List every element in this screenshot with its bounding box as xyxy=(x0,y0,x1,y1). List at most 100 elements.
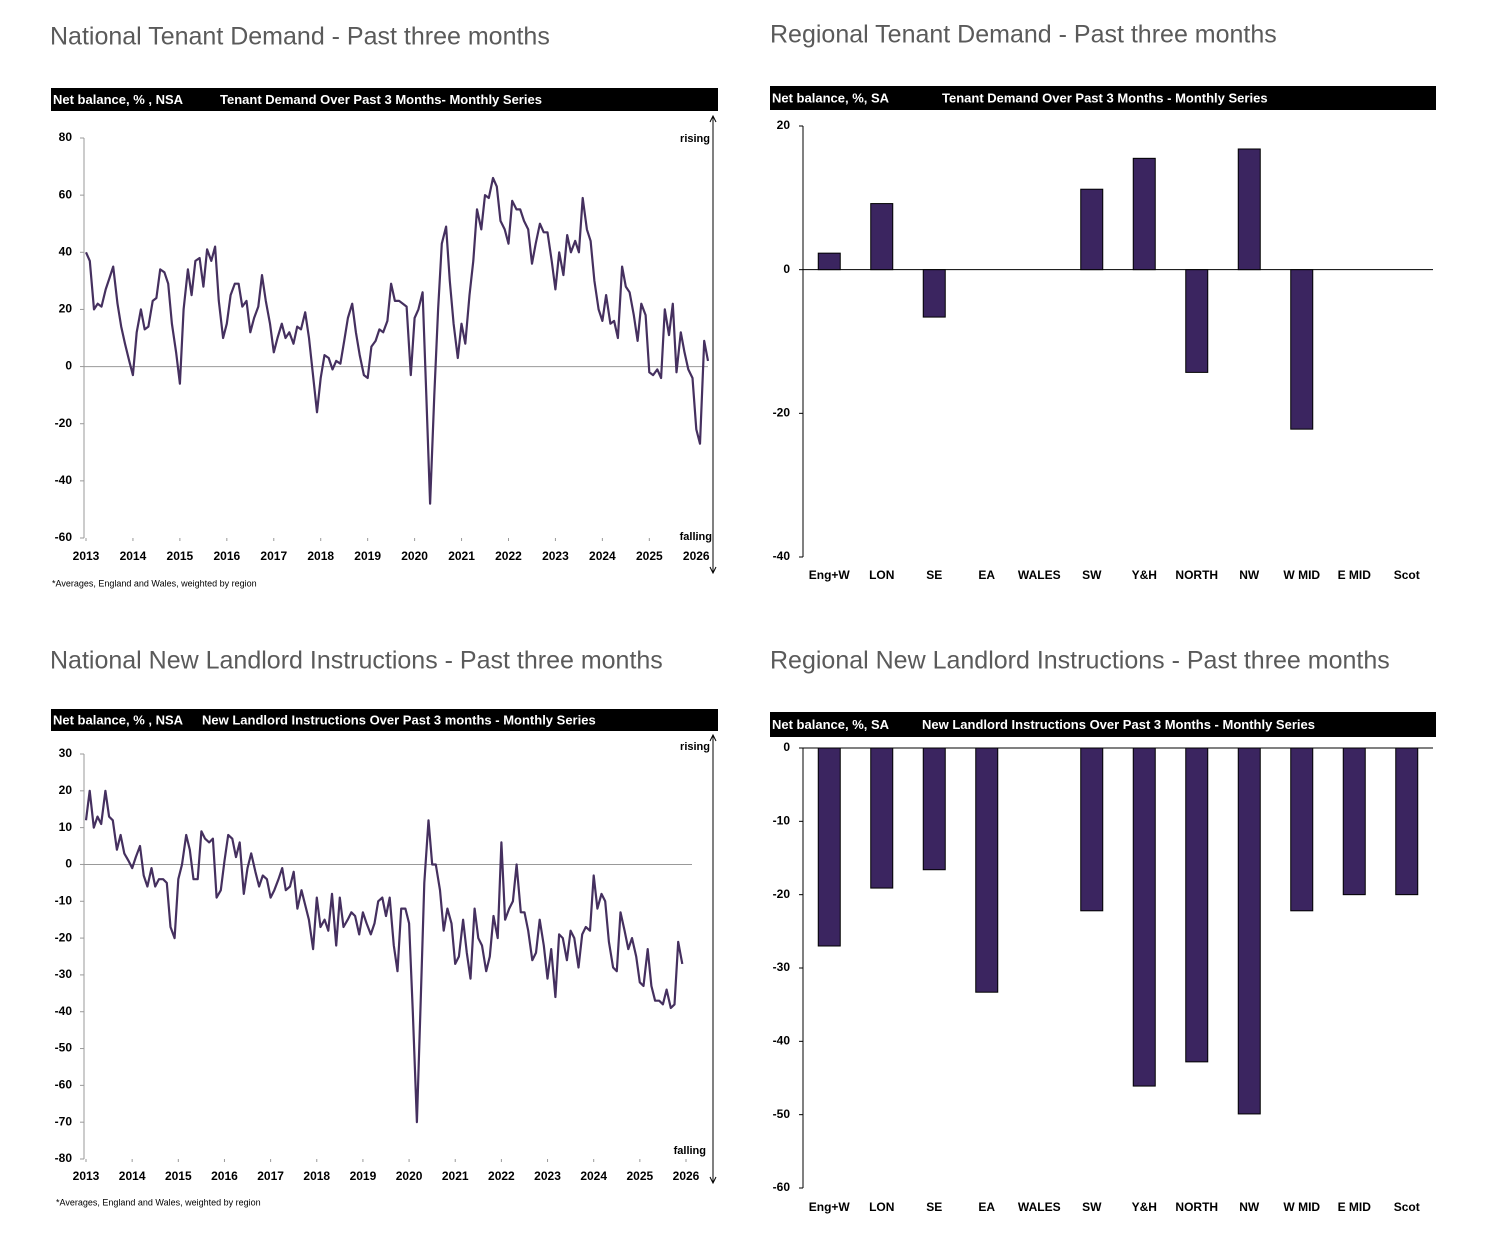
x-tick-label: 2022 xyxy=(495,549,522,563)
y-tick-label: 80 xyxy=(59,130,73,144)
y-tick-label: -60 xyxy=(55,1078,73,1092)
y-axis-label: Net balance, % , NSA xyxy=(53,712,184,727)
header-bar xyxy=(51,88,718,111)
x-tick-label: SE xyxy=(926,568,942,582)
x-tick-label: 2026 xyxy=(683,549,710,563)
y-tick-label: -80 xyxy=(55,1151,73,1165)
bar xyxy=(1132,157,1156,271)
y-tick-label: 0 xyxy=(783,262,790,276)
header-bar xyxy=(770,712,1436,737)
x-tick-label: 2024 xyxy=(589,549,616,563)
bar xyxy=(1237,148,1261,271)
y-tick-label: 0 xyxy=(783,740,790,754)
y-tick-label: 30 xyxy=(59,746,73,760)
x-tick-label: Eng+W xyxy=(809,1200,851,1214)
y-tick-label: -60 xyxy=(55,530,73,544)
x-tick-label: 2014 xyxy=(119,1169,146,1183)
y-tick-label: -60 xyxy=(773,1180,791,1194)
arrow-head xyxy=(709,733,717,1185)
x-tick-label: 2022 xyxy=(488,1169,515,1183)
x-tick-label: NORTH xyxy=(1175,568,1218,582)
y-tick-label: -40 xyxy=(773,1034,791,1048)
y-tick-label: -10 xyxy=(55,893,73,907)
y-tick-label: -40 xyxy=(773,549,791,563)
x-tick-label: WALES xyxy=(1018,568,1061,582)
x-tick-label: SW xyxy=(1082,568,1102,582)
x-tick-label: LON xyxy=(869,568,894,582)
x-tick-label: Y&H xyxy=(1132,568,1157,582)
annotation: falling xyxy=(680,531,712,543)
x-tick-label: 2016 xyxy=(211,1169,238,1183)
footnote: *Averages, England and Wales, weighted b… xyxy=(52,578,257,588)
header-bar xyxy=(51,709,718,731)
x-tick-label: 2013 xyxy=(73,1169,100,1183)
x-tick-label: Eng+W xyxy=(809,568,851,582)
x-tick-label: W MID xyxy=(1283,1200,1320,1214)
y-tick-label: -20 xyxy=(55,416,73,430)
footnote: *Averages, England and Wales, weighted b… xyxy=(56,1197,261,1207)
y-axis-label: Net balance, %, SA xyxy=(772,90,890,105)
x-tick-label: 2015 xyxy=(165,1169,192,1183)
x-tick-label: 2023 xyxy=(542,549,569,563)
x-tick-label: 2021 xyxy=(448,549,475,563)
section-title: National Tenant Demand - Past three mont… xyxy=(50,23,550,51)
x-tick-label: 2017 xyxy=(257,1169,284,1183)
y-tick-label: -40 xyxy=(55,1004,73,1018)
y-tick-label: -50 xyxy=(55,1041,73,1055)
x-tick-label: EA xyxy=(978,568,995,582)
chart-subtitle: New Landlord Instructions Over Past 3 Mo… xyxy=(922,717,1315,732)
x-tick-label: 2026 xyxy=(673,1169,700,1183)
x-tick-label: 2020 xyxy=(396,1169,423,1183)
bar xyxy=(922,747,946,871)
x-tick-label: 2017 xyxy=(260,549,287,563)
header-bar xyxy=(770,86,1436,110)
x-tick-label: 2018 xyxy=(307,549,334,563)
y-tick-label: 40 xyxy=(59,244,73,258)
bar xyxy=(870,203,894,271)
x-tick-label: 2015 xyxy=(167,549,194,563)
y-tick-label: 0 xyxy=(65,857,72,871)
y-tick-label: -20 xyxy=(55,930,73,944)
bar xyxy=(870,747,894,889)
y-axis-label: Net balance, % , NSA xyxy=(53,92,184,107)
x-tick-label: E MID xyxy=(1338,568,1372,582)
bar xyxy=(1342,747,1366,896)
y-tick-label: 60 xyxy=(59,187,73,201)
x-tick-label: 2014 xyxy=(120,549,147,563)
x-tick-label: Y&H xyxy=(1132,1200,1157,1214)
section-title: Regional Tenant Demand - Past three mont… xyxy=(770,21,1277,49)
bar xyxy=(1237,747,1261,1115)
x-tick-label: Scot xyxy=(1394,1200,1420,1214)
x-tick-label: WALES xyxy=(1018,1200,1061,1214)
x-tick-label: LON xyxy=(869,1200,894,1214)
y-tick-label: -10 xyxy=(773,814,791,828)
bar xyxy=(1185,269,1209,373)
bar xyxy=(1290,747,1314,912)
y-tick-label: 20 xyxy=(59,783,73,797)
y-tick-label: 10 xyxy=(59,820,73,834)
x-tick-label: 2025 xyxy=(636,549,663,563)
x-tick-label: 2023 xyxy=(534,1169,561,1183)
data-line xyxy=(84,176,710,505)
x-tick-label: 2020 xyxy=(401,549,428,563)
y-tick-label: -30 xyxy=(55,967,73,981)
x-tick-label: 2018 xyxy=(303,1169,330,1183)
y-tick-label: 20 xyxy=(59,302,73,316)
chart-subtitle: New Landlord Instructions Over Past 3 mo… xyxy=(202,712,596,727)
bar xyxy=(1132,747,1156,1087)
bar xyxy=(817,747,841,947)
bar xyxy=(817,252,841,271)
x-tick-label: Scot xyxy=(1394,568,1420,582)
section-title: National New Landlord Instructions - Pas… xyxy=(50,647,663,675)
x-tick-label: NW xyxy=(1239,568,1260,582)
bar xyxy=(1080,188,1104,271)
arrow-head xyxy=(709,114,717,575)
annotation: falling xyxy=(674,1145,706,1157)
x-tick-label: SE xyxy=(926,1200,942,1214)
y-tick-label: -20 xyxy=(773,887,791,901)
bar xyxy=(1185,747,1209,1063)
x-tick-label: 2013 xyxy=(73,549,100,563)
y-tick-label: -30 xyxy=(773,960,791,974)
section-title: Regional New Landlord Instructions - Pas… xyxy=(770,647,1390,675)
